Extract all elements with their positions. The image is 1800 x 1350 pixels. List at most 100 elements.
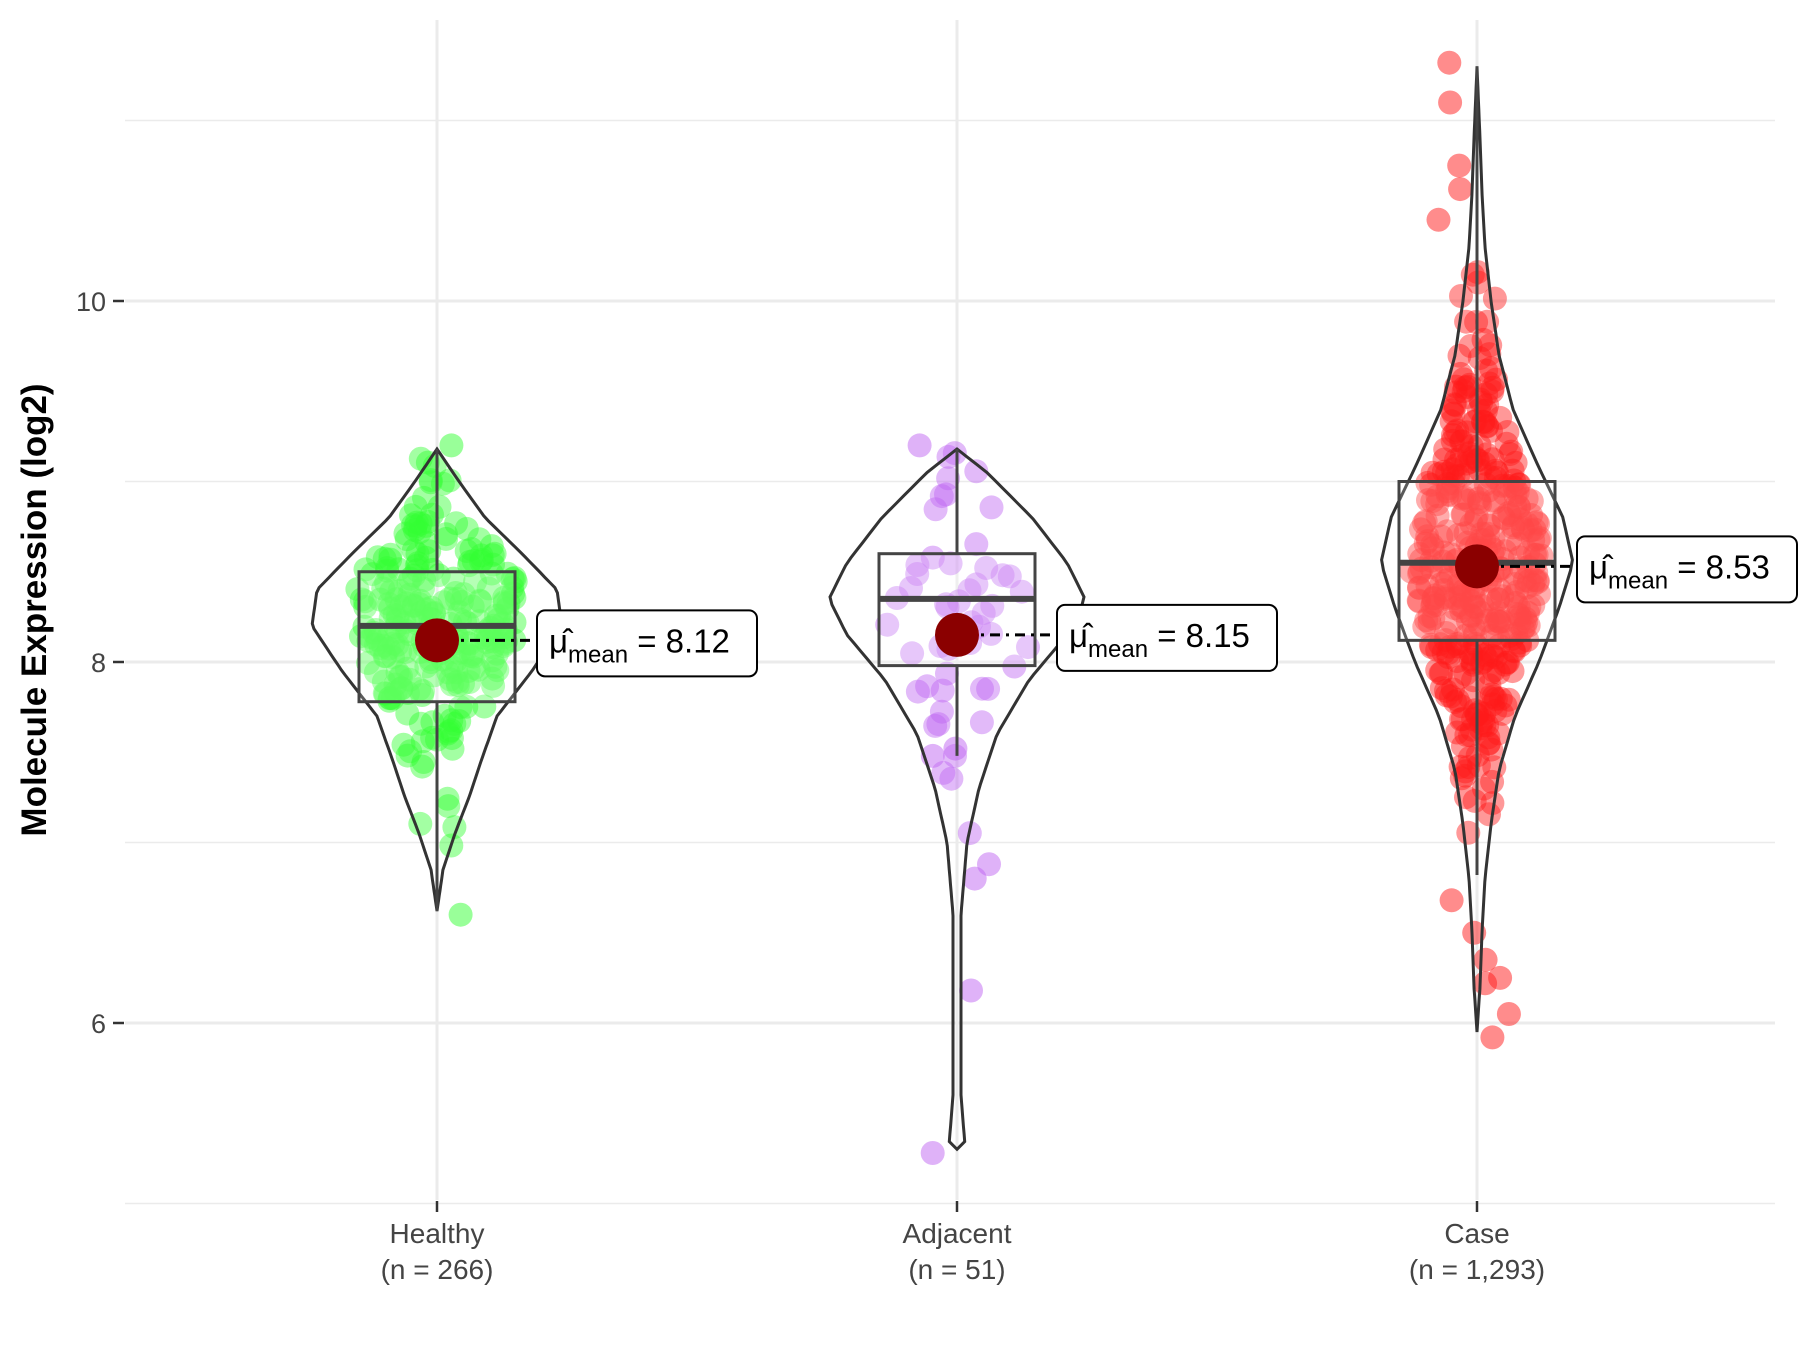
- data-point: [1420, 460, 1445, 485]
- data-point: [1456, 755, 1481, 780]
- data-point: [1480, 1025, 1505, 1050]
- data-point: [476, 576, 501, 601]
- data-point: [1503, 450, 1528, 475]
- data-point: [1468, 600, 1493, 625]
- data-point: [1477, 371, 1502, 396]
- data-point: [1455, 608, 1480, 633]
- y-axis: 6 8 10: [76, 287, 124, 1039]
- data-point: [1433, 585, 1458, 610]
- data-point: [1473, 472, 1498, 497]
- data-point: [1443, 420, 1468, 445]
- data-point: [1436, 641, 1461, 666]
- x-tick-label: Healthy: [390, 1218, 485, 1249]
- violin-case: [1380, 66, 1574, 1033]
- data-point: [1500, 659, 1525, 684]
- data-point: [905, 562, 930, 586]
- data-point: [1476, 731, 1501, 756]
- data-point: [368, 636, 393, 661]
- data-point: [1461, 616, 1486, 641]
- data-point: [371, 669, 396, 694]
- mean-label-box: [536, 609, 758, 678]
- data-point: [1442, 586, 1467, 611]
- data-point: [1498, 527, 1523, 552]
- data-point: [1511, 617, 1535, 641]
- data-point: [1407, 561, 1432, 586]
- data-point: [412, 568, 437, 593]
- data-point: [1475, 713, 1500, 738]
- category-group-adjacent: μ̂mean = 8.15: [828, 433, 1278, 1165]
- data-point: [1435, 519, 1460, 544]
- data-point: [970, 676, 994, 701]
- data-point: [469, 549, 494, 574]
- data-point: [439, 708, 464, 733]
- data-point: [1512, 568, 1537, 593]
- data-point: [1525, 570, 1550, 595]
- data-point: [1447, 631, 1472, 656]
- data-point: [395, 743, 420, 768]
- data-point: [1436, 645, 1461, 670]
- data-point: [1519, 503, 1544, 527]
- data-point: [1516, 600, 1540, 625]
- data-point: [1480, 375, 1505, 400]
- data-point: [1514, 610, 1539, 634]
- data-point: [1516, 540, 1541, 565]
- data-point: [1503, 494, 1528, 519]
- data-point: [1462, 409, 1487, 434]
- data-point: [1507, 611, 1532, 636]
- data-point: [1518, 518, 1543, 543]
- data-point: [1506, 532, 1530, 556]
- data-point: [444, 660, 469, 685]
- data-point: [1438, 684, 1463, 709]
- data-point: [1407, 575, 1432, 600]
- data-point: [1438, 483, 1463, 508]
- data-point: [460, 594, 485, 619]
- data-point: [383, 680, 408, 705]
- data-point: [1453, 521, 1478, 546]
- data-point: [439, 718, 464, 743]
- data-point: [1450, 707, 1475, 731]
- data-point: [1431, 640, 1456, 665]
- data-point: [1527, 526, 1552, 551]
- data-point: [1468, 387, 1493, 412]
- data-point: [459, 537, 484, 562]
- data-point: [1496, 687, 1521, 712]
- data-point: [1433, 586, 1458, 611]
- data-point: [1467, 346, 1492, 371]
- mean-label-box: [1576, 535, 1798, 604]
- data-point: [385, 660, 410, 685]
- data-point: [1503, 590, 1528, 615]
- data-point: [1420, 489, 1445, 514]
- data-point: [1453, 662, 1478, 686]
- data-point: [492, 585, 517, 610]
- data-point: [1526, 511, 1551, 536]
- y-tick-label: 6: [91, 1009, 106, 1039]
- data-point: [1447, 593, 1472, 617]
- data-point: [371, 576, 396, 601]
- data-point: [926, 712, 951, 737]
- data-point: [1510, 515, 1535, 540]
- data-point: [408, 511, 433, 536]
- data-point: [1451, 379, 1476, 404]
- data-point: [1441, 401, 1466, 426]
- data-point: [501, 581, 526, 606]
- data-point: [1435, 461, 1460, 486]
- data-point: [1439, 888, 1464, 913]
- data-point: [1475, 521, 1500, 546]
- data-point: [1485, 460, 1510, 485]
- data-point: [1478, 639, 1503, 664]
- data-point: [1486, 660, 1511, 685]
- data-point: [386, 557, 411, 582]
- data-point: [1442, 392, 1467, 417]
- data-point: [1449, 707, 1473, 732]
- data-point: [1462, 444, 1487, 469]
- data-point: [1415, 573, 1440, 598]
- data-point: [1448, 177, 1473, 202]
- data-point: [1445, 418, 1470, 443]
- data-point: [1511, 517, 1536, 542]
- data-point: [443, 581, 468, 605]
- data-point: [1477, 513, 1501, 538]
- data-point: [480, 543, 505, 568]
- data-point: [1481, 658, 1506, 683]
- data-point: [1412, 614, 1437, 639]
